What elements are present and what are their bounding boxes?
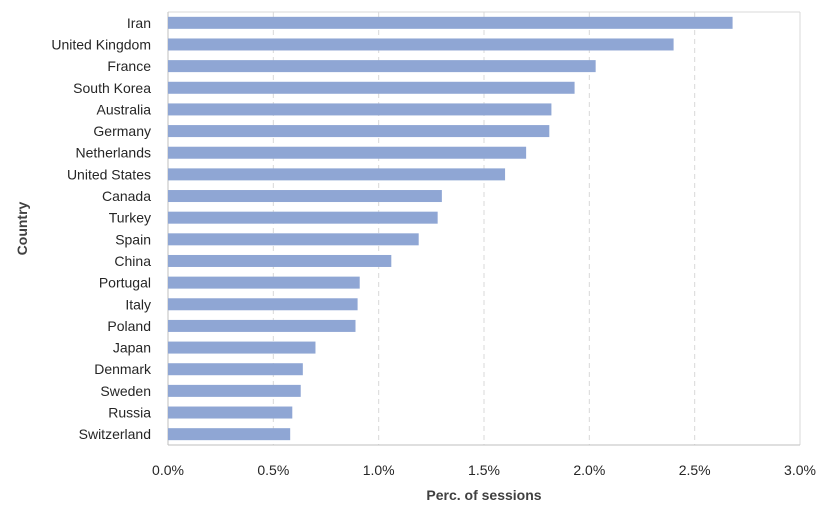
category-label: Canada [102, 188, 151, 204]
tick-labels: 0.0% 0.5% 1.0% 1.5% 2.0% 2.5% 3.0% [152, 462, 816, 478]
x-tick-label: 1.5% [468, 462, 500, 478]
bar-australia [168, 103, 552, 116]
x-tick-label: 0.0% [152, 462, 184, 478]
bar-netherlands [168, 146, 527, 159]
category-label: Denmark [94, 361, 152, 377]
category-label: Iran [127, 15, 151, 31]
bar-france [168, 60, 596, 73]
category-label: Russia [108, 405, 151, 421]
bar-china [168, 254, 392, 267]
bar-united-kingdom [168, 38, 674, 51]
bar-germany [168, 125, 550, 138]
bar-poland [168, 319, 356, 332]
bar-south-korea [168, 81, 575, 94]
category-label: Italy [125, 296, 151, 312]
bar-portugal [168, 276, 360, 289]
category-label: Turkey [109, 210, 151, 226]
category-label: Switzerland [79, 426, 151, 442]
bar-switzerland [168, 428, 291, 441]
bar-iran [168, 16, 733, 29]
category-label: Portugal [99, 275, 151, 291]
category-label: France [107, 58, 151, 74]
category-label: Netherlands [76, 145, 152, 161]
x-tick-label: 0.5% [257, 462, 289, 478]
bar-japan [168, 341, 316, 354]
bar-russia [168, 406, 293, 419]
bars [168, 16, 733, 441]
x-axis-title: Perc. of sessions [426, 487, 541, 503]
category-label: Australia [97, 101, 152, 117]
gridlines [272, 12, 801, 445]
bar-spain [168, 233, 419, 246]
category-label: Japan [113, 340, 151, 356]
category-label: Poland [107, 318, 151, 334]
bar-united-states [168, 168, 506, 181]
bar-denmark [168, 363, 303, 376]
y-axis-title: Country [14, 201, 30, 255]
bar-turkey [168, 211, 438, 224]
bar-canada [168, 190, 442, 203]
category-label: China [114, 253, 151, 269]
category-labels: Iran United Kingdom France South Korea Austr… [51, 15, 152, 442]
x-tick-label: 1.0% [363, 462, 395, 478]
x-tick-label: 2.0% [573, 462, 605, 478]
category-label: Germany [93, 123, 151, 139]
category-label: Spain [115, 231, 151, 247]
x-tick-label: 3.0% [784, 462, 816, 478]
category-label: Sweden [100, 383, 151, 399]
category-label: South Korea [73, 80, 151, 96]
bar-italy [168, 298, 358, 311]
x-tick-label: 2.5% [679, 462, 711, 478]
bar-sweden [168, 384, 301, 397]
category-label: United States [67, 166, 151, 182]
category-label: United Kingdom [51, 36, 151, 52]
